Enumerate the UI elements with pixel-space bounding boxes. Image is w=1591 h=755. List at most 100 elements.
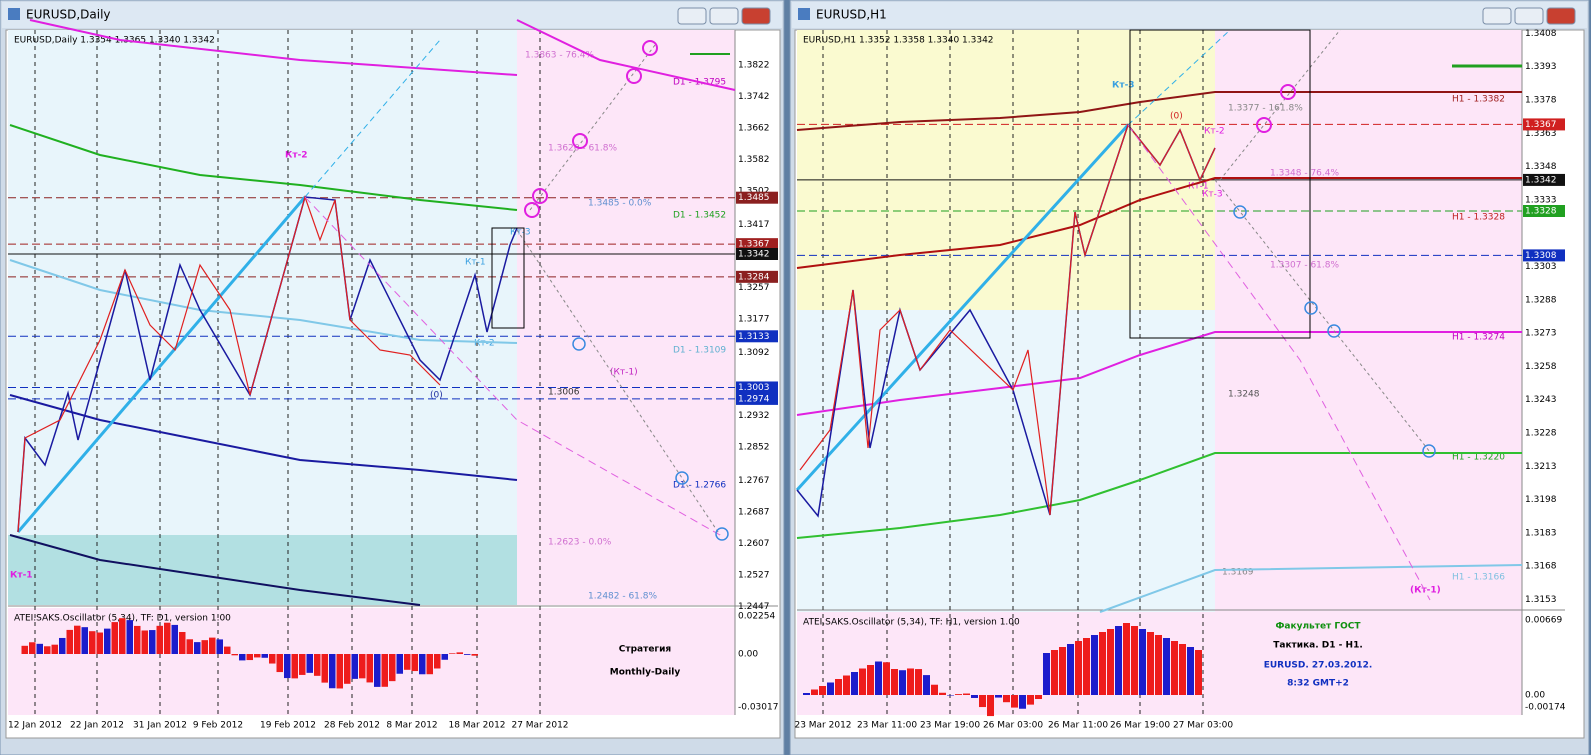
osc-bar [1115, 626, 1122, 695]
osc-bar [396, 654, 403, 674]
price-label: 1.3257 [738, 283, 770, 293]
osc-bar [96, 632, 103, 654]
price-tag-text: 1.2974 [738, 394, 770, 404]
line [796, 452, 1522, 539]
osc-bar [1123, 623, 1130, 695]
osc-bar [1147, 632, 1154, 695]
price-label: 1.3662 [738, 124, 770, 134]
osc-bar [1011, 695, 1018, 708]
price-label: 1.2932 [738, 411, 770, 421]
level-label: D1 - 1.3109 [673, 346, 726, 356]
osc-bar [939, 692, 946, 695]
date-label: 28 Feb 2012 [324, 721, 380, 731]
line [799, 123, 1216, 516]
marker [1422, 444, 1436, 458]
line [1127, 124, 1431, 601]
minimize-button[interactable] [677, 7, 707, 25]
osc-bar [21, 645, 28, 654]
maximize-button[interactable] [1514, 7, 1544, 25]
zone [797, 30, 1215, 310]
osc-bar [209, 637, 216, 654]
line [9, 259, 518, 344]
annotation: Кт-1 [10, 571, 33, 581]
window-title: EURUSD,Daily [26, 8, 111, 22]
marker [1327, 324, 1341, 338]
osc-bar [1027, 695, 1034, 705]
price-label: 1.3177 [738, 314, 770, 324]
annotation: (Кт-1) [610, 368, 638, 378]
line [796, 331, 1522, 416]
chart-info: EURUSD,H1 1.3352 1.3358 1.3340 1.3342 [803, 36, 994, 46]
osc-bar [891, 668, 898, 695]
window: EURUSD,H1 1.3408 1.3393 1.3378 1.3363 1.3348 1… [789, 0, 1590, 755]
osc-bar [1139, 629, 1146, 695]
osc-bar [426, 654, 433, 675]
box [491, 227, 525, 329]
price-label: 1.3582 [738, 155, 770, 165]
osc-bar [389, 654, 396, 682]
level-label: 1.3248 [1228, 390, 1260, 400]
osc-bar [321, 654, 328, 683]
osc-bar [74, 625, 81, 654]
osc-bar [827, 682, 834, 695]
close-button[interactable] [1546, 7, 1576, 25]
osc-bar [859, 668, 866, 695]
level-label: H1 - 1.3220 [1452, 453, 1505, 463]
title-bar [792, 2, 1587, 28]
osc-bar [179, 632, 186, 654]
price-label: 1.3183 [1525, 528, 1557, 538]
osc-bar [239, 654, 246, 661]
osc-bar [464, 654, 471, 655]
price-tag [1523, 249, 1565, 262]
line [16, 196, 307, 533]
price-label: 1.2527 [738, 570, 770, 580]
osc-bar [1083, 638, 1090, 695]
price-tag [736, 270, 778, 283]
osc-bar [366, 654, 373, 683]
osc-bar [216, 639, 223, 654]
osc-bar [141, 630, 148, 654]
annotation: Кт-3 [1202, 190, 1223, 200]
osc-bar [1099, 632, 1106, 695]
price-label: 1.3393 [1525, 62, 1557, 72]
osc-bar [995, 695, 1002, 698]
price-label: 1.3348 [1525, 162, 1557, 172]
line [529, 44, 656, 211]
price-label: 1.2607 [738, 539, 770, 549]
osc-bar [314, 654, 321, 676]
maximize-button[interactable] [709, 7, 739, 25]
osc-bar [971, 695, 978, 698]
price-label: 1.3378 [1525, 96, 1557, 106]
zone [8, 535, 517, 605]
marker [572, 133, 588, 149]
osc-bar [1043, 653, 1050, 695]
level-label: 1.3348 - 76.4% [1270, 169, 1339, 179]
osc-bar [1003, 695, 1010, 703]
osc-bar [344, 654, 351, 684]
close-button[interactable] [741, 7, 771, 25]
osc-bar [1067, 644, 1074, 695]
chart-info: EURUSD,Daily 1.3354 1.3365 1.3340 1.3342 [14, 36, 215, 46]
osc-bar [883, 662, 890, 695]
minimize-button[interactable] [1482, 7, 1512, 25]
osc-bar [907, 668, 914, 695]
osc-title: ATEI.SAKS.Oscillator (5,34), TF: H1, ver… [803, 618, 1020, 628]
price-tag [736, 330, 778, 343]
note: Стратегия [619, 645, 672, 655]
osc-bar [803, 693, 810, 695]
line [29, 19, 518, 76]
annotation: Кт-2 [474, 339, 495, 349]
price-tag-text: 1.3308 [1525, 251, 1557, 261]
price-tag-text: 1.3328 [1525, 207, 1557, 217]
osc-bar [36, 643, 43, 654]
line [1127, 29, 1231, 126]
osc-bar [156, 625, 163, 654]
date-label: 9 Feb 2012 [193, 721, 243, 731]
level-label: H1 - 1.3382 [1452, 95, 1505, 105]
osc-bar [201, 640, 208, 654]
price-label: 1.3417 [738, 220, 770, 230]
note: EURUSD. 27.03.2012. [1264, 661, 1373, 671]
osc-bar [979, 695, 986, 708]
line [9, 124, 518, 211]
